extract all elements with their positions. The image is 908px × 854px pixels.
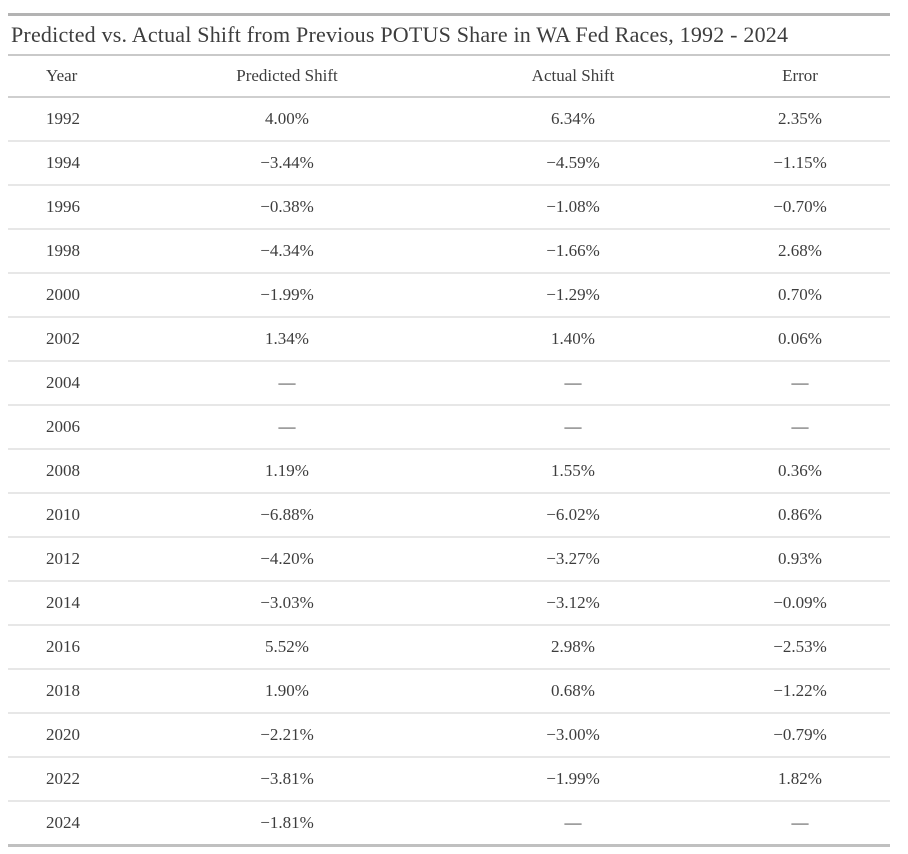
table-row: 2020 −2.21% −3.00% −0.79% [8,713,890,757]
error-cell: 0.36% [778,461,822,480]
table-row: 2000 −1.99% −1.29% 0.70% [8,273,890,317]
col-header-year: Year [46,66,78,85]
error-cell: −0.70% [773,197,827,216]
error-cell: 2.35% [778,109,822,128]
year-cell: 2004 [46,373,80,392]
table-row: 2022 −3.81% −1.99% 1.82% [8,757,890,801]
error-cell: 2.68% [778,241,822,260]
year-cell: 1996 [46,197,80,216]
col-header-error: Error [782,66,818,85]
actual-cell: 2.98% [551,637,595,656]
year-cell: 2022 [46,769,80,788]
predicted-cell: −3.03% [260,593,314,612]
year-cell: 2014 [46,593,80,612]
header-row: Year Predicted Shift Actual Shift Error [8,56,890,97]
error-cell: 0.93% [778,549,822,568]
actual-cell: 1.55% [551,461,595,480]
error-cell: −1.15% [773,153,827,172]
table-row: 1998 −4.34% −1.66% 2.68% [8,229,890,273]
year-cell: 2024 [46,813,80,832]
data-table: Year Predicted Shift Actual Shift Error … [8,56,890,844]
year-cell: 2008 [46,461,80,480]
error-cell: −0.09% [773,593,827,612]
predicted-cell: −4.34% [260,241,314,260]
actual-cell: −4.59% [546,153,600,172]
error-cell: −0.79% [773,725,827,744]
actual-cell: −1.99% [546,769,600,788]
year-cell: 2010 [46,505,80,524]
predicted-cell: −1.99% [260,285,314,304]
actual-cell: −6.02% [546,505,600,524]
table-row: 1994 −3.44% −4.59% −1.15% [8,141,890,185]
actual-cell: 0.68% [551,681,595,700]
actual-cell: −3.27% [546,549,600,568]
predicted-cell: 1.19% [265,461,309,480]
year-cell: 2016 [46,637,80,656]
error-cell: — [791,373,809,392]
error-cell: — [791,417,809,436]
predicted-cell: −3.81% [260,769,314,788]
table-row: 2002 1.34% 1.40% 0.06% [8,317,890,361]
error-cell: 0.86% [778,505,822,524]
table-title: Predicted vs. Actual Shift from Previous… [8,16,890,56]
predicted-cell: −3.44% [260,153,314,172]
actual-cell: −1.66% [546,241,600,260]
predicted-cell: — [278,417,296,436]
actual-cell: — [564,373,582,392]
table-row: 2012 −4.20% −3.27% 0.93% [8,537,890,581]
table-row: 2016 5.52% 2.98% −2.53% [8,625,890,669]
actual-cell: 6.34% [551,109,595,128]
table-row: 2024 −1.81% — — [8,801,890,844]
predicted-cell: −1.81% [260,813,314,832]
table-row: 1996 −0.38% −1.08% −0.70% [8,185,890,229]
predicted-cell: 5.52% [265,637,309,656]
actual-cell: −1.29% [546,285,600,304]
actual-cell: −1.08% [546,197,600,216]
predicted-cell: 4.00% [265,109,309,128]
predicted-cell: −6.88% [260,505,314,524]
col-header-predicted-shift: Predicted Shift [236,66,338,85]
year-cell: 1998 [46,241,80,260]
table-row: 2004 — — — [8,361,890,405]
predicted-vs-actual-table: Predicted vs. Actual Shift from Previous… [8,13,890,847]
predicted-cell: −2.21% [260,725,314,744]
actual-cell: 1.40% [551,329,595,348]
table-row: 2008 1.19% 1.55% 0.36% [8,449,890,493]
year-cell: 2020 [46,725,80,744]
predicted-cell: 1.34% [265,329,309,348]
predicted-cell: 1.90% [265,681,309,700]
error-cell: 0.06% [778,329,822,348]
error-cell: 0.70% [778,285,822,304]
predicted-cell: −4.20% [260,549,314,568]
actual-cell: — [564,813,582,832]
error-cell: −2.53% [773,637,827,656]
col-header-actual-shift: Actual Shift [531,66,615,85]
year-cell: 2018 [46,681,80,700]
year-cell: 1992 [46,109,80,128]
year-cell: 2012 [46,549,80,568]
year-cell: 2002 [46,329,80,348]
table-row: 2006 — — — [8,405,890,449]
predicted-cell: −0.38% [260,197,314,216]
year-cell: 2006 [46,417,80,436]
year-cell: 1994 [46,153,80,172]
actual-cell: −3.00% [546,725,600,744]
error-cell: −1.22% [773,681,827,700]
year-cell: 2000 [46,285,80,304]
table-row: 1992 4.00% 6.34% 2.35% [8,97,890,141]
table-row: 2014 −3.03% −3.12% −0.09% [8,581,890,625]
error-cell: 1.82% [778,769,822,788]
actual-cell: −3.12% [546,593,600,612]
table-row: 2010 −6.88% −6.02% 0.86% [8,493,890,537]
error-cell: — [791,813,809,832]
table-row: 2018 1.90% 0.68% −1.22% [8,669,890,713]
actual-cell: — [564,417,582,436]
predicted-cell: — [278,373,296,392]
